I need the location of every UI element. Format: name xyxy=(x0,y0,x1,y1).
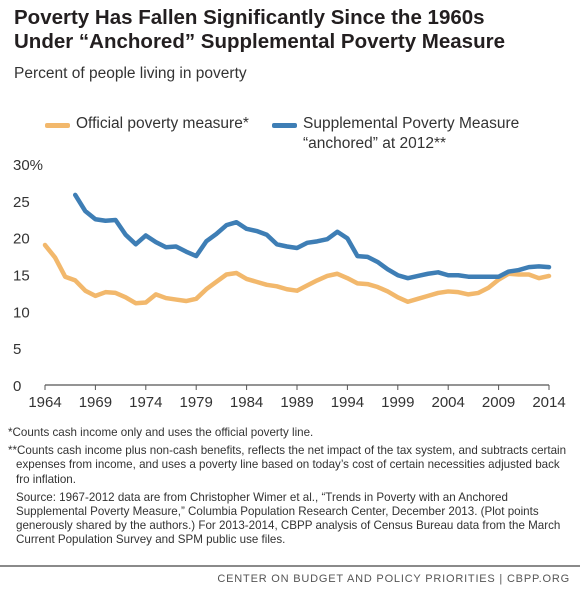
chart-subtitle: Percent of people living in poverty xyxy=(14,65,247,82)
x-tick-label-1984: 1984 xyxy=(230,394,263,411)
x-tick-label-2014: 2014 xyxy=(532,394,565,411)
legend-label-spm-line-2: “anchored” at 2012** xyxy=(303,135,447,152)
x-tick-label-2004: 2004 xyxy=(432,394,465,411)
y-tick-label-30: 30% xyxy=(13,157,43,174)
footnote-spm: **Counts cash income plus non-cash benef… xyxy=(8,444,567,486)
footnote-official: *Counts cash income only and uses the of… xyxy=(8,426,314,439)
chart-title-line-1: Poverty Has Fallen Significantly Since t… xyxy=(14,6,485,29)
x-tick-label-1964: 1964 xyxy=(28,394,61,411)
x-tick-label-1994: 1994 xyxy=(331,394,364,411)
x-tick-label-1974: 1974 xyxy=(129,394,162,411)
official-poverty-line xyxy=(42,242,552,306)
chart-title: Poverty Has Fallen Significantly Since t… xyxy=(14,6,574,54)
y-tick-label-20: 20 xyxy=(13,231,30,248)
chart-notes: *Counts cash income only and uses the of… xyxy=(8,426,572,552)
legend-label-spm: Supplemental Poverty Measure “anchored” … xyxy=(303,114,519,154)
legend-swatch-spm xyxy=(272,123,297,128)
y-tick-label-25: 25 xyxy=(13,194,30,211)
chart-title-line-2: Under “Anchored” Supplemental Poverty Me… xyxy=(14,30,505,53)
spm-anchored-line xyxy=(72,192,552,281)
x-tick-label-1999: 1999 xyxy=(381,394,414,411)
y-tick-label-10: 10 xyxy=(13,304,30,321)
legend-swatch-official xyxy=(45,123,70,128)
y-tick-label-0: 0 xyxy=(13,378,21,395)
footer-divider xyxy=(0,565,580,567)
x-tick-label-2009: 2009 xyxy=(482,394,515,411)
x-tick-label-1989: 1989 xyxy=(280,394,313,411)
footer-credit: CENTER ON BUDGET AND POLICY PRIORITIES |… xyxy=(217,573,570,585)
line-chart: 1964 1969 1974 1979 1984 1989 1994 1999 2004 2009… xyxy=(13,157,566,411)
x-tick-label-1979: 1979 xyxy=(180,394,213,411)
legend-label-spm-line-1: Supplemental Poverty Measure xyxy=(303,115,520,132)
source-note: Source: 1967-2012 data are from Christop… xyxy=(16,490,561,547)
y-tick-label-15: 15 xyxy=(13,268,30,285)
x-tick-label-1969: 1969 xyxy=(79,394,112,411)
legend-label-official: Official poverty measure* xyxy=(76,115,249,132)
y-tick-label-5: 5 xyxy=(13,341,21,358)
